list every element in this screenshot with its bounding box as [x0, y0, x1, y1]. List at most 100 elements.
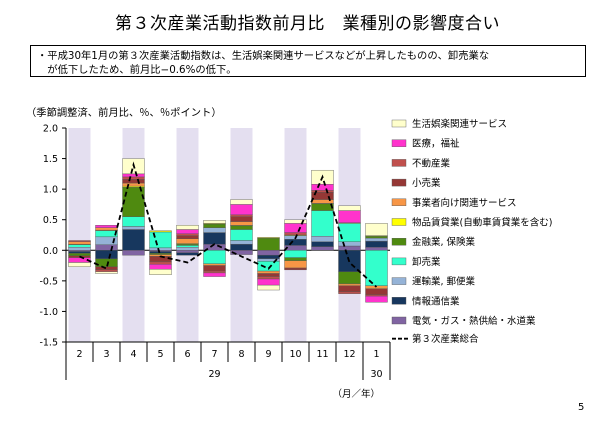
bar-segment-10 [365, 295, 388, 303]
bar-segment-11 [257, 284, 280, 291]
bar-segment-8 [176, 235, 199, 239]
bar-segment-8 [338, 285, 361, 293]
page-number: 5 [578, 402, 585, 413]
bar-segment-7 [338, 283, 361, 286]
bar-segment-9 [176, 233, 199, 236]
bar-segment-3 [149, 247, 172, 251]
bar-segment-2 [95, 250, 118, 260]
legend-label: 小売業 [412, 177, 441, 189]
bar-segment-10 [176, 229, 199, 234]
bar-segment-11 [284, 219, 307, 224]
y-tick-label: -1.0 [39, 307, 58, 318]
bar-segment-10 [203, 272, 226, 277]
bar-segment-11 [149, 269, 172, 275]
bar-segment-7 [203, 263, 226, 266]
bar-segment-1 [122, 250, 145, 256]
bar-segment-2 [122, 229, 145, 251]
bar-segment-11 [230, 199, 253, 205]
bar-segment-2 [284, 239, 307, 246]
x-tick-label: 10 [289, 349, 301, 360]
legend-swatch [391, 178, 407, 187]
year-label: 29 [208, 369, 220, 380]
bar-segment-1 [95, 244, 118, 251]
bar-segment-7 [95, 227, 118, 231]
bar-segment-7 [176, 238, 199, 244]
x-tick-label: 6 [184, 349, 190, 360]
bar-segment-8 [95, 266, 118, 271]
legend-swatch [391, 297, 407, 305]
bar-segment-2 [68, 251, 91, 254]
legend-label: 卸売業 [412, 256, 441, 268]
y-tick-label: 0.5 [43, 215, 58, 226]
bar-segment-4 [122, 216, 145, 227]
legend-label: 事業者向け関連サービス [412, 197, 517, 209]
bar-segment-8 [122, 179, 145, 184]
bar-segment-5 [365, 236, 388, 239]
bar-segment-3 [176, 247, 199, 251]
bar-segment-4 [284, 250, 307, 258]
bar-segment-3 [68, 247, 91, 251]
bar-segment-5 [203, 223, 226, 228]
bar-segment-5 [230, 225, 253, 230]
legend-swatch [391, 218, 407, 226]
x-tick-label: 5 [157, 349, 163, 360]
x-axis-unit-label: （月／年） [332, 388, 380, 400]
legend-label: 運輸業, 郵便業 [412, 276, 476, 288]
bar-segment-10 [257, 278, 280, 286]
bar-segment-4 [230, 229, 253, 241]
x-tick-label: 1 [373, 349, 379, 360]
bar-segment-9 [284, 232, 307, 236]
bar-segment-10 [284, 223, 307, 233]
unit-note: （季節調整済、前月比、％、％ポイント） [26, 107, 222, 119]
bar-segment-10 [95, 225, 118, 228]
bar-segment-2 [257, 254, 280, 260]
bar-segment-1 [176, 250, 199, 253]
bar-segment-11 [95, 271, 118, 274]
bar-segment-4 [365, 250, 388, 286]
legend-swatch [391, 198, 407, 207]
bar-segment-11 [365, 223, 388, 236]
bar-segment-9 [122, 176, 145, 180]
bar-segment-5 [284, 257, 307, 261]
year-label: 30 [370, 369, 382, 380]
bar-segment-11 [68, 262, 91, 267]
bar-segment-7 [284, 260, 307, 269]
bar-segment-7 [257, 270, 280, 274]
bar-segment-3 [365, 237, 388, 242]
y-tick-label: -0.5 [39, 276, 58, 287]
legend-swatch [391, 277, 407, 285]
legend-swatch [391, 159, 407, 167]
legend-swatch [391, 316, 407, 325]
bar-segment-1 [365, 247, 388, 251]
x-tick-label: 11 [316, 349, 328, 360]
bar-segment-1 [311, 246, 334, 251]
bar-segment-5 [311, 203, 334, 211]
bar-segment-9 [257, 276, 280, 280]
legend-swatch [391, 119, 407, 128]
legend-label: 金融業, 保険業 [412, 236, 476, 248]
bar-segment-8 [230, 216, 253, 222]
bar-segment-6 [257, 237, 280, 239]
y-tick-label: 1.0 [43, 185, 58, 196]
bar-segment-6 [149, 230, 172, 233]
x-tick-label: 9 [265, 349, 271, 360]
bar-segment-9 [230, 214, 253, 217]
bar-segment-3 [203, 227, 226, 233]
bar-segment-5 [257, 237, 280, 251]
x-tick-label: 4 [130, 349, 136, 360]
bar-segment-2 [149, 251, 172, 254]
bar-segment-9 [338, 291, 361, 294]
bar-segment-9 [68, 240, 91, 242]
bar-segment-8 [365, 288, 388, 296]
bar-segment-10 [311, 184, 334, 191]
bar-segment-4 [68, 244, 91, 248]
bar-segment-4 [203, 250, 226, 264]
bar-segment-9 [95, 269, 118, 272]
bar-segment-11 [338, 205, 361, 211]
bar-segment-10 [122, 173, 145, 178]
shaded-month-column [68, 128, 91, 342]
legend-label: 情報通信業 [412, 295, 460, 307]
legend-swatch [391, 139, 407, 147]
bar-segment-11 [176, 225, 199, 230]
x-tick-label: 12 [343, 349, 355, 360]
